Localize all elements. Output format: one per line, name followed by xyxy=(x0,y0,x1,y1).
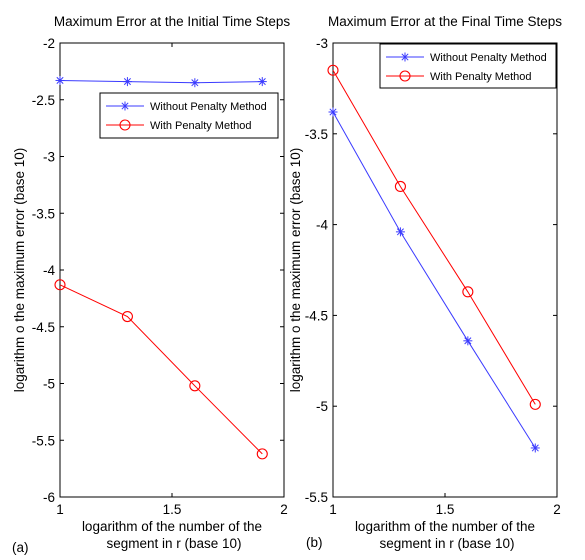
panel-label: (a) xyxy=(12,540,29,555)
chart-panel-a: Maximum Error at the Initial Time Steps -… xyxy=(12,14,290,555)
data-point xyxy=(394,180,406,193)
data-point xyxy=(328,107,338,117)
legend-label: Without Penalty Method xyxy=(150,101,267,113)
x-axis-label-line2: segment in r (base 10) xyxy=(106,536,241,551)
series-line xyxy=(59,80,263,84)
y-tick-label: -5.5 xyxy=(305,490,328,505)
data-point xyxy=(530,443,540,453)
legend-entry: Without Penalty Method xyxy=(386,52,547,64)
x-tick-label: 1.5 xyxy=(163,502,182,517)
data-point xyxy=(257,77,267,87)
y-tick-label: -2.5 xyxy=(32,93,55,108)
x-tick-label: 1.5 xyxy=(436,502,455,517)
legend-label: With Penalty Method xyxy=(430,71,532,83)
y-tick-label: -4.5 xyxy=(32,320,55,335)
y-tick-label: -5 xyxy=(316,399,328,414)
y-tick-label: -3 xyxy=(43,150,55,165)
data-point xyxy=(55,75,65,85)
y-tick-label: -2 xyxy=(43,36,55,51)
x-tick-label: 2 xyxy=(553,502,561,517)
y-tick-label: -3.5 xyxy=(305,127,328,142)
panel-label: (b) xyxy=(306,535,323,550)
series-without-penalty xyxy=(55,75,267,88)
legend-box xyxy=(99,92,279,139)
y-tick-label: -4 xyxy=(43,263,55,278)
x-axis-label-line1: logarithm of the number of the xyxy=(82,519,262,534)
chart-panel-b: Maximum Error at the Final Time Steps -5.… xyxy=(288,14,562,551)
legend: Without Penalty Method With Penalty Metho… xyxy=(379,43,557,89)
y-tick-label: -5 xyxy=(43,377,55,392)
series-line xyxy=(332,69,536,405)
x-tick-label: 2 xyxy=(280,502,288,517)
legend: Without Penalty Method With Penalty Metho… xyxy=(99,92,279,139)
legend-marker xyxy=(120,101,130,111)
y-tick-label: -6 xyxy=(43,490,55,505)
data-point xyxy=(190,78,200,88)
data-point xyxy=(256,448,268,460)
x-tick-label: 1 xyxy=(329,502,337,517)
y-tick-label: -3.5 xyxy=(32,206,55,221)
series-without-penalty xyxy=(328,107,540,453)
data-point xyxy=(121,310,133,323)
series-line xyxy=(332,111,536,449)
data-point xyxy=(54,279,66,291)
legend-marker xyxy=(400,52,410,62)
legend-entry: With Penalty Method xyxy=(386,70,532,83)
series-with-penalty xyxy=(54,279,268,460)
y-tick-label: -4.5 xyxy=(305,308,328,323)
legend-entry: Without Penalty Method xyxy=(106,101,267,113)
legend-entry: With Penalty Method xyxy=(106,119,252,132)
y-tick-label: -5.5 xyxy=(32,433,55,448)
chart-title: Maximum Error at the Initial Time Steps xyxy=(54,14,291,29)
chart-title: Maximum Error at the Final Time Steps xyxy=(328,14,562,29)
series-line xyxy=(59,284,263,455)
data-point xyxy=(462,286,474,298)
data-point xyxy=(395,227,405,237)
series-with-penalty xyxy=(327,64,541,410)
x-tick-label: 1 xyxy=(56,502,64,517)
y-axis-label: logarithm o the maximum error (base 10) xyxy=(12,148,27,393)
legend-marker xyxy=(399,70,411,82)
data-point xyxy=(327,64,339,76)
x-axis-label-line2: segment in r (base 10) xyxy=(379,536,514,551)
data-point xyxy=(529,398,541,410)
x-axis-label-line1: logarithm of the number of the xyxy=(355,519,535,534)
legend-label: Without Penalty Method xyxy=(430,52,547,64)
legend-label: With Penalty Method xyxy=(150,120,252,132)
legend-marker xyxy=(119,119,131,131)
data-point xyxy=(122,77,132,87)
y-axis-label: logarithm o the maximum error (base 10) xyxy=(288,148,303,393)
y-tick-label: -4 xyxy=(316,218,328,233)
data-point xyxy=(463,336,473,346)
legend-box xyxy=(379,43,557,89)
y-tick-label: -3 xyxy=(316,36,328,51)
data-point xyxy=(189,380,201,392)
